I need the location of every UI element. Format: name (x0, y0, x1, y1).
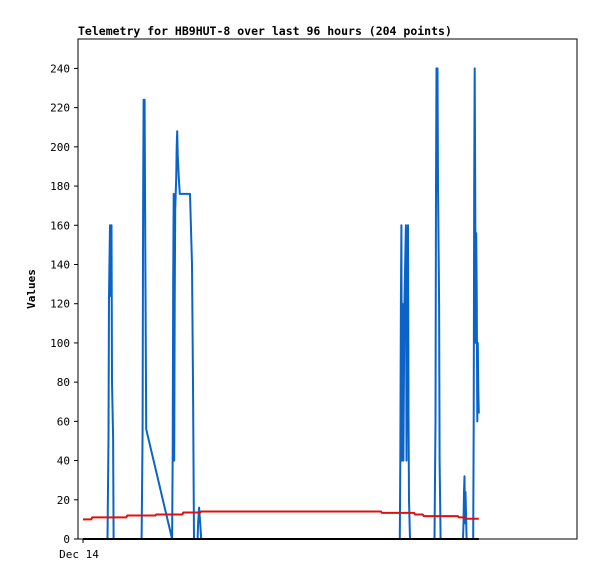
series-line-2 (83, 510, 479, 521)
y-tick-label: 60 (57, 415, 70, 428)
x-axis: Dec 14 (59, 539, 99, 561)
y-tick-label: 120 (50, 298, 70, 311)
y-tick-label: 140 (50, 258, 70, 271)
y-tick-label: 80 (57, 376, 70, 389)
y-tick-label: 240 (50, 62, 70, 75)
y-tick-label: 200 (50, 141, 70, 154)
y-tick-label: 220 (50, 102, 70, 115)
plot-frame (77, 38, 578, 540)
y-tick-label: 180 (50, 180, 70, 193)
y-tick-label: 40 (57, 455, 70, 468)
y-tick-label: 100 (50, 337, 70, 350)
chart-title: Telemetry for HB9HUT-8 over last 96 hour… (78, 24, 452, 38)
y-axis-label: Values (25, 269, 38, 309)
y-tick-label: 0 (63, 533, 70, 546)
y-axis: 0 20 40 60 80 100 120 140 160 180 200 220 240 (50, 62, 78, 546)
x-tick-label: Dec 14 (59, 548, 99, 561)
y-tick-label: 160 (50, 219, 70, 232)
y-tick-label: 20 (57, 494, 70, 507)
